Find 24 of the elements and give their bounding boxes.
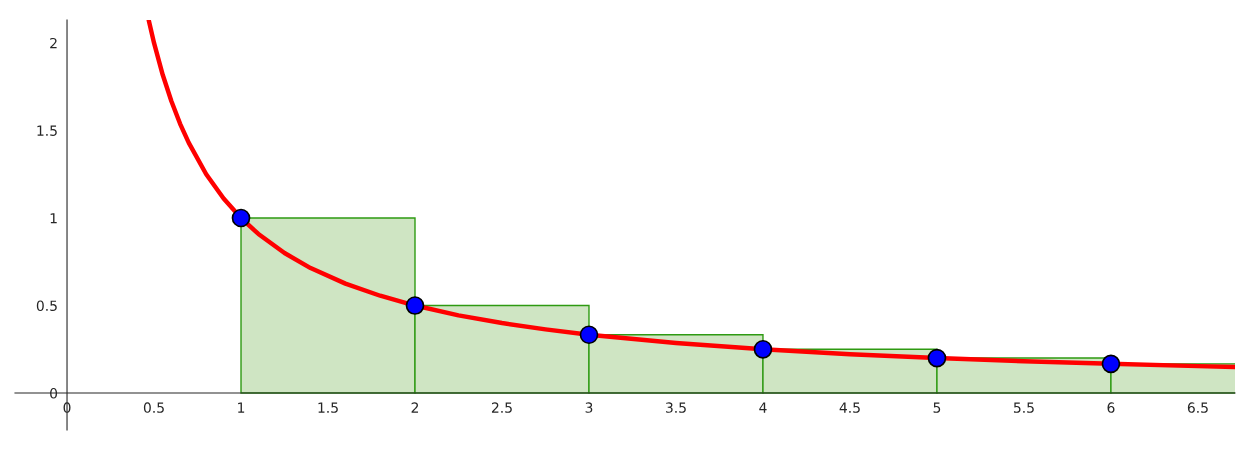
point (231, 208, 251, 228)
point (405, 296, 425, 315)
y-tick-label: 1.5 (37, 125, 57, 136)
point (1101, 354, 1121, 374)
x-tick-label: 5.5 (1013, 402, 1034, 413)
x-tick-label: 3.5 (665, 402, 686, 413)
x-tick-label: 2.5 (491, 402, 512, 413)
point (753, 339, 773, 359)
x-tick-label: 4 (759, 402, 767, 413)
x-tick-label: 5 (933, 402, 941, 413)
y-tick-label: 1 (50, 213, 57, 224)
y-tick-label: 2 (50, 37, 57, 49)
x-tick-label: 6.5 (1187, 402, 1208, 413)
x-tick-label: 4.5 (839, 402, 860, 413)
point (927, 348, 947, 368)
x-tick-label: 6 (1107, 402, 1115, 413)
x-tick-label: 1 (238, 402, 245, 413)
x-tick-label: 1.5 (318, 402, 338, 413)
x-tick-label: 0.5 (143, 402, 164, 413)
y-tick-label: 0.5 (36, 300, 57, 311)
y-tick-label: 0 (50, 388, 58, 399)
x-tick-label: 3 (585, 402, 593, 413)
x-tick-label: 2 (411, 402, 419, 413)
point (579, 325, 599, 345)
